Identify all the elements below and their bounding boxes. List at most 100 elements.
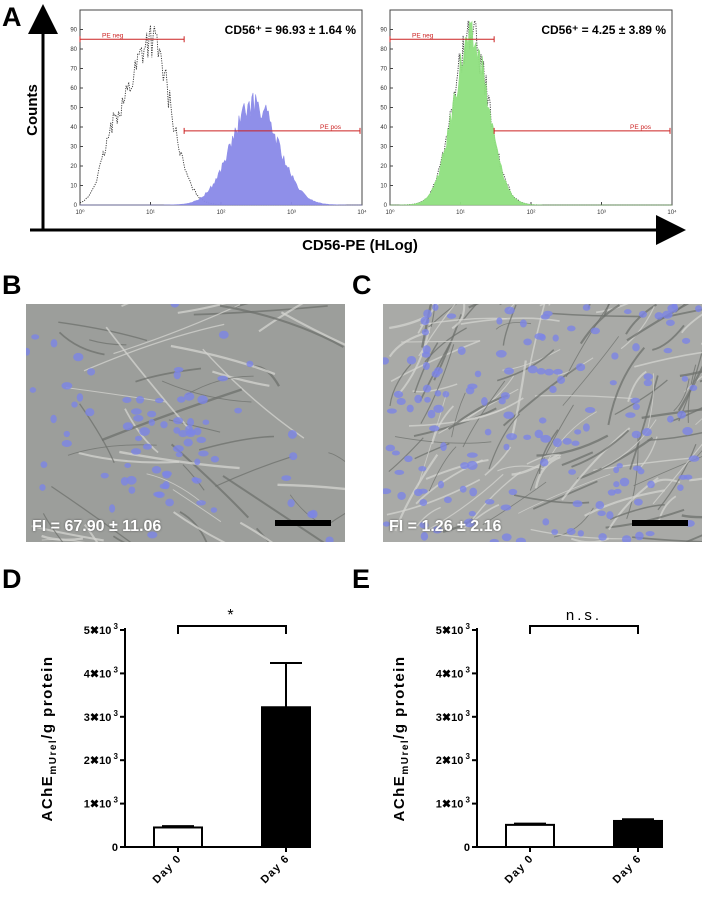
nucleus xyxy=(460,462,470,470)
nucleus xyxy=(489,538,499,542)
gate-label: PE neg xyxy=(412,32,434,39)
nucleus xyxy=(193,427,202,436)
cell-fiber xyxy=(561,427,631,501)
micrograph-b-image xyxy=(26,304,345,542)
nucleus xyxy=(50,414,57,424)
nucleus xyxy=(194,458,201,466)
cell-fiber xyxy=(601,419,657,469)
y-tick-label: 20 xyxy=(70,164,77,170)
cell-fiber xyxy=(394,436,492,444)
cell-fiber xyxy=(579,304,621,345)
cell-fiber xyxy=(530,528,631,540)
nucleus xyxy=(556,376,566,384)
panel-letter-c: C xyxy=(352,270,372,300)
nucleus xyxy=(135,396,145,404)
nucleus xyxy=(625,412,636,418)
nucleus xyxy=(383,488,392,495)
x-tick-label: 10² xyxy=(527,210,536,216)
isotype-control-histogram xyxy=(390,19,672,206)
y-tick-label: 3✖10 3 xyxy=(84,709,119,724)
nucleus xyxy=(139,427,150,436)
nucleus xyxy=(183,438,193,447)
cell-fiber xyxy=(417,391,448,486)
nucleus xyxy=(429,425,440,432)
cell-fiber xyxy=(112,535,126,542)
nucleus xyxy=(198,450,209,457)
nucleus xyxy=(538,417,547,424)
nucleus xyxy=(677,410,686,419)
cell-fiber xyxy=(417,304,440,334)
cell-fiber xyxy=(647,373,655,429)
nucleus xyxy=(571,440,580,446)
nucleus xyxy=(40,461,48,468)
nucleus xyxy=(202,419,210,425)
cell-fiber xyxy=(173,511,226,542)
nucleus xyxy=(422,384,432,393)
bar-day-0 xyxy=(153,826,203,849)
nucleus xyxy=(191,476,199,483)
nucleus xyxy=(383,357,389,365)
nucleus xyxy=(632,343,640,352)
nucleus xyxy=(515,537,527,542)
cell-fiber xyxy=(420,344,455,424)
cell-fiber xyxy=(58,321,148,342)
cell-fiber xyxy=(513,494,590,504)
cell-fiber xyxy=(647,432,702,442)
cell-fiber xyxy=(679,370,702,378)
y-tick-label: 60 xyxy=(70,86,77,92)
nucleus xyxy=(677,484,684,492)
nucleus xyxy=(562,438,572,445)
cell-fiber xyxy=(607,347,646,426)
y-tick-label: 10 xyxy=(380,184,387,190)
cell-fiber xyxy=(101,388,243,442)
cell-fiber xyxy=(83,523,99,542)
x-tick-label: Day 0 xyxy=(503,853,536,886)
cell-fiber xyxy=(576,436,654,481)
y-tick-label: 0 xyxy=(74,203,78,209)
nucleus xyxy=(609,380,617,386)
y-axis-label: AChEmUrel/g protein xyxy=(391,655,411,821)
nucleus xyxy=(681,375,689,382)
cell-fiber xyxy=(177,304,227,314)
cell-fiber xyxy=(394,453,439,532)
nucleus xyxy=(503,443,510,451)
nucleus xyxy=(418,466,427,472)
nucleus xyxy=(549,385,557,394)
y-tick-label: 2✖10 3 xyxy=(84,752,119,767)
nucleus xyxy=(289,452,298,461)
cell-fiber xyxy=(657,495,677,523)
nucleus xyxy=(440,442,447,452)
nucleus xyxy=(552,438,562,448)
nucleus xyxy=(459,485,467,493)
nucleus xyxy=(61,439,72,448)
y-tick-label: 4✖10 3 xyxy=(84,665,119,680)
cell-fiber xyxy=(488,413,521,470)
cell-fiber xyxy=(51,485,132,542)
nucleus xyxy=(422,361,430,371)
cell-fiber xyxy=(430,304,436,328)
nucleus xyxy=(122,422,133,431)
cell-fiber xyxy=(79,403,115,464)
nucleus xyxy=(466,452,478,458)
x-tick-label: 10⁰ xyxy=(75,209,85,216)
cell-fiber xyxy=(684,375,702,393)
cell-fiber xyxy=(398,322,432,395)
nucleus xyxy=(597,510,606,517)
x-tick-label: 10³ xyxy=(287,210,296,216)
nucleus xyxy=(148,418,155,426)
cell-fiber xyxy=(518,473,611,514)
nucleus xyxy=(394,469,405,475)
nucleus xyxy=(197,395,208,404)
cell-fiber xyxy=(468,304,480,309)
nucleus xyxy=(61,382,73,390)
nucleus xyxy=(170,304,180,308)
cell-fiber xyxy=(146,473,203,503)
micrograph-day0: FI = 1.26 ± 2.16 xyxy=(383,304,702,542)
nucleus xyxy=(63,430,70,438)
nucleus xyxy=(540,434,552,443)
bar-day-0 xyxy=(505,823,555,848)
nucleus xyxy=(50,339,58,348)
nucleus xyxy=(177,396,186,403)
cd56-percent-annotation: CD56⁺ = 96.93 ± 1.64 % xyxy=(225,23,357,37)
gate-label: PE pos xyxy=(320,124,342,131)
